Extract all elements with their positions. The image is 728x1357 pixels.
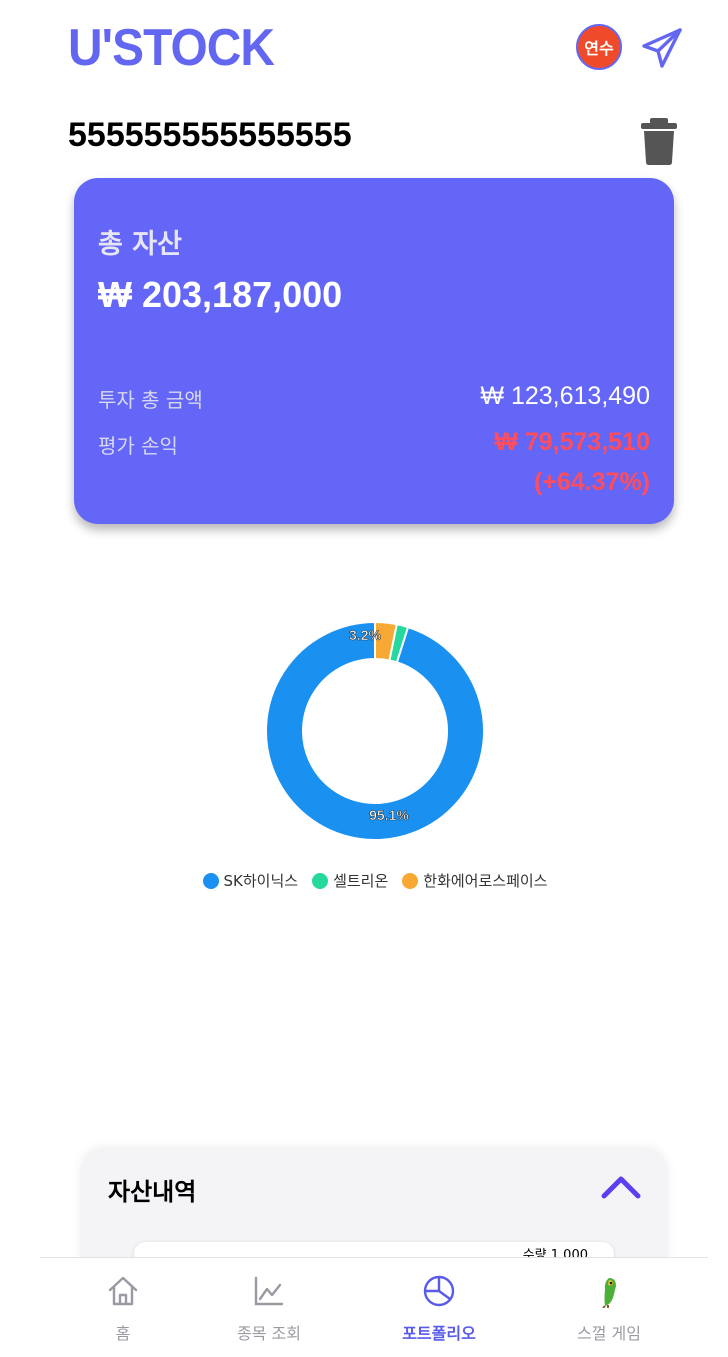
send-icon[interactable]	[640, 26, 684, 70]
invest-total-label: 투자 총 금액	[98, 388, 203, 412]
total-assets-value: ₩ 203,187,000	[98, 274, 343, 315]
home-icon	[108, 1276, 138, 1306]
app-logo: U'STOCK	[68, 19, 275, 77]
bottom-navigation: 홈 종목 조회 포트폴리오 스껄 게임	[40, 1257, 708, 1357]
chart-line-icon	[254, 1276, 284, 1306]
invest-total-value: ₩ 123,613,490	[480, 382, 650, 410]
user-avatar[interactable]: 연수	[576, 24, 622, 70]
chevron-up-icon[interactable]	[600, 1174, 642, 1200]
pie-chart-icon	[423, 1275, 455, 1307]
donut-label-0: 3.2%	[349, 627, 381, 643]
profit-loss-percent: (+64.37%)	[533, 468, 650, 496]
donut-slice-0	[265, 620, 485, 841]
legend-item-1: 셀트리온	[312, 870, 388, 891]
legend-dot	[312, 872, 329, 889]
profit-loss-value: ₩ 79,573,510	[494, 428, 650, 456]
legend-label: 한화에어로스페이스	[423, 872, 548, 890]
nav-item-stock-search[interactable]: 종목 조회	[186, 1258, 352, 1357]
nav-label-home: 홈	[115, 1324, 131, 1343]
legend-label: 셀트리온	[333, 872, 389, 890]
portfolio-donut-chart: 3.2% 95.1%	[265, 620, 485, 841]
nav-label-stock-search: 종목 조회	[237, 1324, 301, 1343]
asset-history-title: 자산내역	[108, 1178, 197, 1206]
nav-item-home[interactable]: 홈	[40, 1258, 206, 1357]
donut-label-1: 95.1%	[369, 807, 409, 823]
legend-label: SK하이닉스	[223, 872, 299, 890]
account-number: 555555555555555	[68, 116, 352, 154]
legend-dot	[402, 872, 419, 889]
donut-slice-2	[374, 620, 398, 662]
trash-icon[interactable]	[640, 116, 678, 166]
nav-label-game: 스껄 게임	[577, 1324, 641, 1343]
total-assets-title: 총 자산	[98, 229, 182, 260]
profit-loss-label: 평가 손익	[98, 434, 178, 458]
legend-item-2: 한화에어로스페이스	[402, 870, 547, 891]
nav-item-portfolio[interactable]: 포트폴리오	[356, 1258, 522, 1357]
nav-label-portfolio: 포트폴리오	[402, 1324, 476, 1343]
asset-summary-card: 총 자산 ₩ 203,187,000 투자 총 금액 ₩ 123,613,490…	[74, 178, 674, 524]
nav-item-game[interactable]: 스껄 게임	[526, 1258, 692, 1357]
parrot-icon	[602, 1278, 616, 1308]
legend-item-0: SK하이닉스	[202, 870, 299, 891]
chart-legend: SK하이닉스 셀트리온 한화에어로스페이스	[0, 870, 728, 891]
legend-dot	[202, 872, 219, 889]
